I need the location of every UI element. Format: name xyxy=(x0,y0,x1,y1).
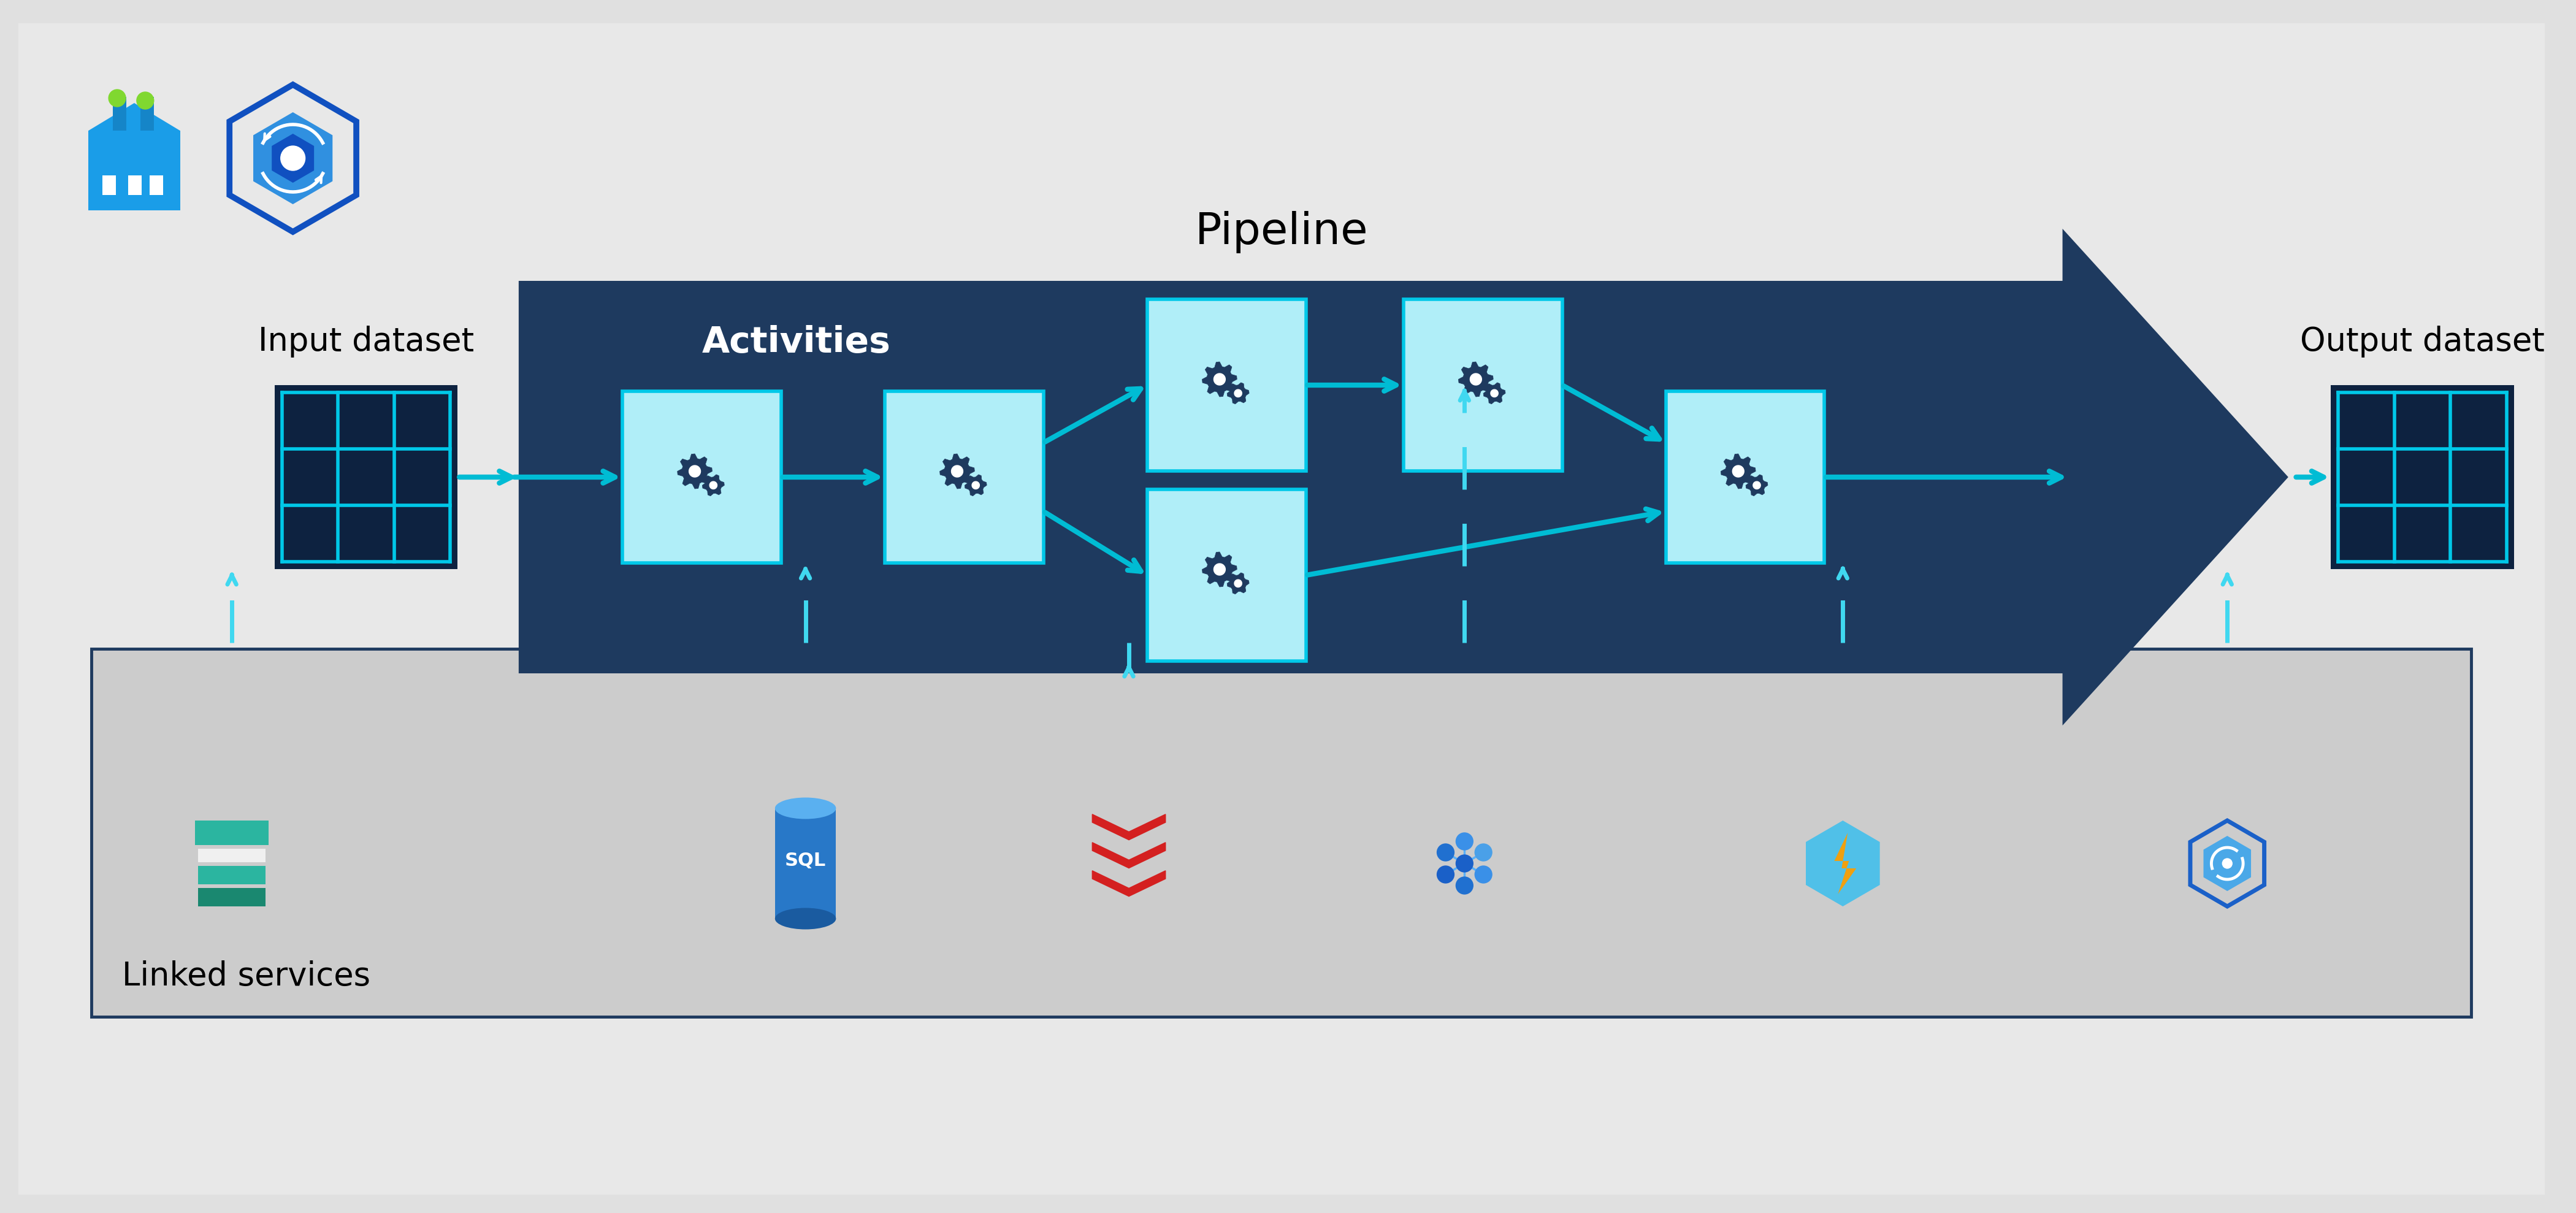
Circle shape xyxy=(1455,855,1473,872)
Polygon shape xyxy=(1234,389,1242,397)
Polygon shape xyxy=(1747,474,1767,496)
Ellipse shape xyxy=(775,797,837,819)
Circle shape xyxy=(108,90,126,107)
Polygon shape xyxy=(1834,833,1857,894)
Ellipse shape xyxy=(775,907,837,929)
Polygon shape xyxy=(1092,814,1164,839)
Circle shape xyxy=(1476,866,1492,883)
FancyBboxPatch shape xyxy=(103,176,116,195)
FancyBboxPatch shape xyxy=(1667,392,1824,563)
FancyBboxPatch shape xyxy=(1404,300,1561,471)
FancyBboxPatch shape xyxy=(1146,489,1306,661)
Circle shape xyxy=(1437,866,1453,883)
Circle shape xyxy=(2223,859,2233,869)
FancyBboxPatch shape xyxy=(276,385,459,569)
Text: Linked services: Linked services xyxy=(121,961,371,992)
Polygon shape xyxy=(1213,564,1226,575)
Circle shape xyxy=(1437,844,1453,861)
Polygon shape xyxy=(1226,382,1249,404)
Polygon shape xyxy=(1092,871,1164,896)
Polygon shape xyxy=(1484,382,1504,404)
Circle shape xyxy=(1476,844,1492,861)
Polygon shape xyxy=(1203,552,1236,587)
Bar xyxy=(775,808,837,918)
FancyBboxPatch shape xyxy=(198,866,265,884)
FancyBboxPatch shape xyxy=(113,97,126,131)
Polygon shape xyxy=(1458,361,1494,397)
Polygon shape xyxy=(1721,454,1757,489)
Polygon shape xyxy=(1226,573,1249,594)
Circle shape xyxy=(137,92,155,109)
Polygon shape xyxy=(708,482,716,489)
Polygon shape xyxy=(1092,843,1164,869)
FancyBboxPatch shape xyxy=(2331,385,2514,569)
FancyBboxPatch shape xyxy=(196,820,268,845)
Polygon shape xyxy=(1754,482,1759,489)
Polygon shape xyxy=(1492,389,1499,397)
Polygon shape xyxy=(1203,361,1236,397)
Circle shape xyxy=(1455,877,1473,894)
Polygon shape xyxy=(1213,374,1226,385)
FancyBboxPatch shape xyxy=(198,888,265,906)
Text: Input dataset: Input dataset xyxy=(258,325,474,358)
Polygon shape xyxy=(1234,580,1242,587)
Polygon shape xyxy=(951,466,963,477)
Polygon shape xyxy=(971,482,979,489)
Polygon shape xyxy=(1734,466,1744,477)
FancyBboxPatch shape xyxy=(139,97,155,131)
Text: Output dataset: Output dataset xyxy=(2300,325,2545,358)
Text: Activities: Activities xyxy=(701,325,891,360)
FancyBboxPatch shape xyxy=(623,392,781,563)
FancyBboxPatch shape xyxy=(884,392,1043,563)
Polygon shape xyxy=(688,466,701,477)
Polygon shape xyxy=(1471,374,1481,385)
Polygon shape xyxy=(88,103,180,131)
FancyBboxPatch shape xyxy=(129,176,142,195)
Text: Pipeline: Pipeline xyxy=(1195,211,1368,254)
Polygon shape xyxy=(2202,836,2251,892)
Text: SQL: SQL xyxy=(786,852,827,870)
Polygon shape xyxy=(703,474,724,496)
Polygon shape xyxy=(963,474,987,496)
FancyBboxPatch shape xyxy=(88,131,180,210)
FancyBboxPatch shape xyxy=(93,649,2470,1016)
FancyBboxPatch shape xyxy=(198,849,265,862)
Circle shape xyxy=(1455,833,1473,850)
FancyBboxPatch shape xyxy=(18,23,2545,1195)
Polygon shape xyxy=(252,113,332,204)
Circle shape xyxy=(281,146,304,171)
FancyBboxPatch shape xyxy=(149,176,162,195)
Polygon shape xyxy=(677,454,711,489)
Polygon shape xyxy=(270,133,314,183)
Polygon shape xyxy=(1806,820,1880,906)
Polygon shape xyxy=(940,454,974,489)
FancyBboxPatch shape xyxy=(1146,300,1306,471)
Polygon shape xyxy=(518,229,2287,725)
